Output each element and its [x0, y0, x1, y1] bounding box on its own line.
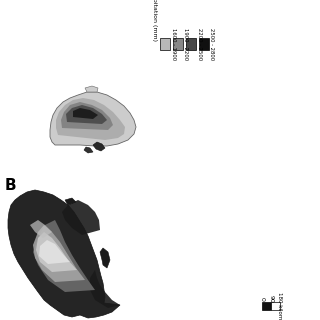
Text: 90: 90 — [268, 295, 274, 303]
Text: 1600 - 1900: 1600 - 1900 — [171, 28, 175, 60]
Text: 0: 0 — [260, 297, 265, 301]
Polygon shape — [39, 240, 70, 264]
Polygon shape — [36, 232, 77, 272]
Polygon shape — [160, 38, 170, 50]
Polygon shape — [65, 198, 76, 205]
Polygon shape — [66, 105, 107, 124]
Polygon shape — [90, 270, 120, 308]
Text: 2200 - 2500: 2200 - 2500 — [196, 28, 202, 60]
Polygon shape — [100, 248, 110, 268]
Polygon shape — [85, 86, 98, 92]
Polygon shape — [262, 302, 271, 310]
Polygon shape — [8, 190, 120, 318]
Text: 1900 - 2200: 1900 - 2200 — [183, 28, 188, 60]
Text: 180 kilometers: 180 kilometers — [277, 292, 283, 320]
Polygon shape — [84, 147, 93, 153]
Polygon shape — [93, 142, 105, 151]
Polygon shape — [33, 225, 85, 282]
Polygon shape — [62, 200, 100, 235]
Polygon shape — [61, 102, 113, 130]
Polygon shape — [56, 98, 125, 140]
Polygon shape — [50, 92, 136, 146]
Text: B: B — [4, 178, 16, 193]
Text: ipitation (mm): ipitation (mm) — [153, 0, 157, 41]
Polygon shape — [30, 220, 52, 238]
Text: 2500 - 2800: 2500 - 2800 — [210, 28, 214, 60]
Polygon shape — [73, 108, 98, 119]
Polygon shape — [33, 220, 95, 292]
Polygon shape — [199, 38, 209, 50]
Polygon shape — [173, 38, 183, 50]
Polygon shape — [186, 38, 196, 50]
Polygon shape — [271, 302, 280, 310]
